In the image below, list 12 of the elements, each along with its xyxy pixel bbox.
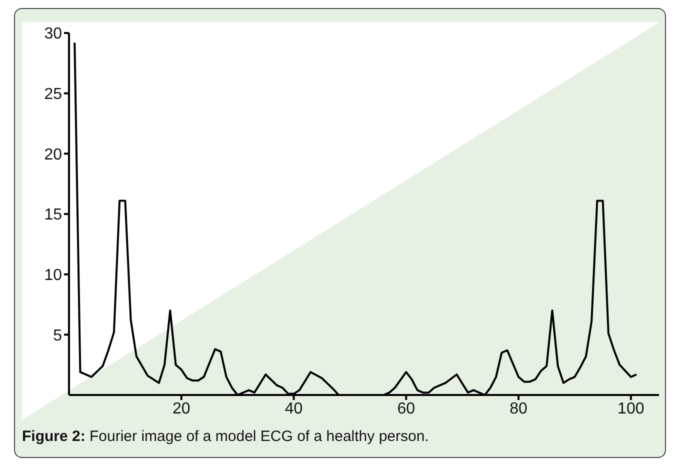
y-tick-label: 30 <box>44 26 62 43</box>
y-tick-label: 25 <box>44 86 62 104</box>
y-tick-label: 20 <box>44 146 62 164</box>
x-tick-label: 100 <box>618 400 644 418</box>
caption: Figure 2: Fourier image of a model ECG of a healthy person. <box>22 428 429 445</box>
x-tick-label: 20 <box>172 400 190 418</box>
y-tick-label: 15 <box>44 206 62 224</box>
x-tick-label: 60 <box>397 400 416 418</box>
x-tick-label: 40 <box>284 400 303 418</box>
y-tick-label: 5 <box>53 327 62 344</box>
x-tick-label: 80 <box>510 400 528 418</box>
y-tick-label: 10 <box>44 267 62 284</box>
